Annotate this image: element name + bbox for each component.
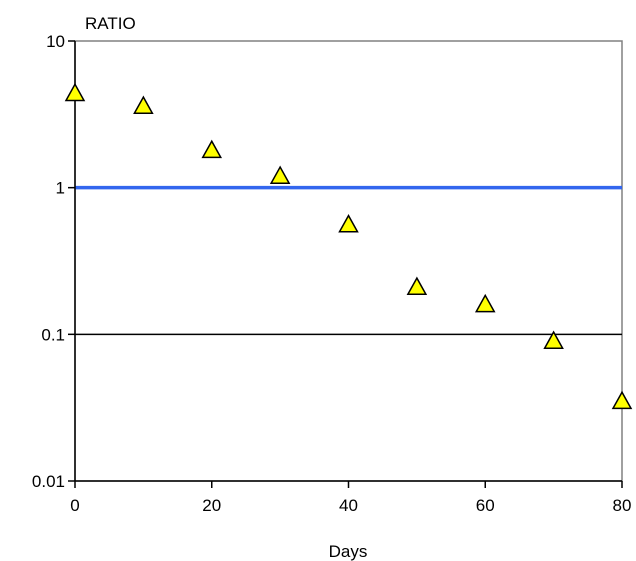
y-tick-label: 0.1 xyxy=(41,325,65,344)
data-point xyxy=(338,214,359,233)
plot-area-frame xyxy=(74,40,623,482)
y-tick-label: 1 xyxy=(56,179,65,198)
x-tick-label: 40 xyxy=(339,496,358,515)
data-point xyxy=(269,165,291,185)
x-axis-title: Days xyxy=(329,542,368,561)
y-axis-title: RATIO xyxy=(85,14,136,33)
reference-lines xyxy=(75,185,622,336)
y-tick-label: 0.01 xyxy=(32,472,65,491)
data-point xyxy=(611,390,633,410)
x-tick-label: 60 xyxy=(476,496,495,515)
x-tick-label: 0 xyxy=(70,496,79,515)
y-tick-label: 10 xyxy=(46,32,65,51)
x-tick-label: 20 xyxy=(202,496,221,515)
data-point xyxy=(64,82,86,102)
data-point xyxy=(201,139,223,159)
data-point xyxy=(406,276,428,296)
y-axis-ticks: 0.01 0.1 1 10 xyxy=(32,32,75,491)
data-markers xyxy=(64,82,633,410)
data-point xyxy=(474,293,496,313)
x-tick-label: 80 xyxy=(613,496,632,515)
data-point xyxy=(543,330,564,349)
x-axis-ticks: 0 20 40 60 80 xyxy=(70,481,631,515)
data-point xyxy=(133,95,154,115)
